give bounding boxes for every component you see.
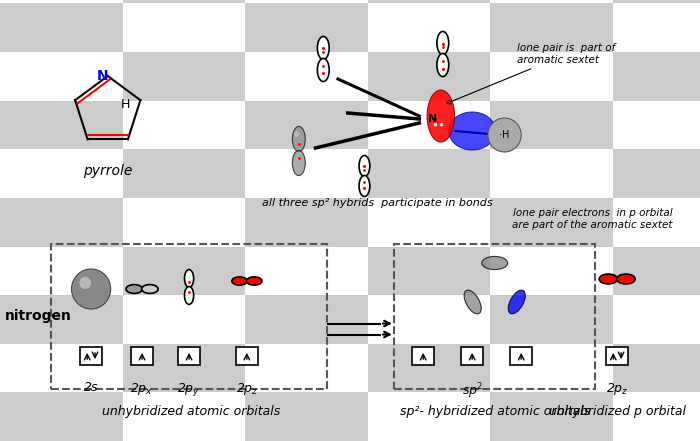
Ellipse shape: [185, 287, 194, 304]
Text: 2$p_z$: 2$p_z$: [236, 381, 258, 397]
Text: N: N: [428, 114, 438, 124]
Ellipse shape: [293, 127, 305, 152]
Bar: [132, 347, 153, 365]
Circle shape: [488, 118, 522, 152]
Text: N: N: [97, 69, 108, 83]
Ellipse shape: [359, 156, 370, 176]
Ellipse shape: [317, 59, 329, 82]
Ellipse shape: [185, 269, 194, 288]
Bar: [412, 347, 434, 365]
Text: nitrogen: nitrogen: [5, 309, 72, 323]
Bar: [51, 244, 327, 389]
Text: unhybridized atomic orbitals: unhybridized atomic orbitals: [102, 404, 280, 418]
Ellipse shape: [437, 53, 449, 77]
Ellipse shape: [617, 274, 635, 284]
Text: 2$s$: 2$s$: [83, 381, 99, 394]
Text: sp²- hybridized atomic orbitals: sp²- hybridized atomic orbitals: [400, 404, 590, 418]
Ellipse shape: [427, 90, 454, 142]
Text: lone pair electrons  in p orbital
are part of the aromatic sextet: lone pair electrons in p orbital are par…: [512, 208, 673, 230]
Bar: [606, 347, 628, 365]
Text: 2$p_z$: 2$p_z$: [606, 381, 629, 397]
Bar: [461, 347, 483, 365]
Text: ·H: ·H: [499, 130, 510, 140]
Ellipse shape: [482, 256, 508, 269]
Ellipse shape: [599, 274, 617, 284]
Text: sp$^2$: sp$^2$: [461, 381, 483, 400]
Ellipse shape: [449, 112, 496, 150]
Circle shape: [79, 277, 91, 289]
Ellipse shape: [293, 150, 305, 176]
Ellipse shape: [317, 37, 329, 60]
Ellipse shape: [232, 277, 247, 285]
Bar: [394, 244, 594, 389]
Text: unhybridized p orbital: unhybridized p orbital: [549, 404, 686, 418]
Bar: [178, 347, 199, 365]
Ellipse shape: [294, 131, 299, 137]
Text: lone pair is  part of
aromatic sextet: lone pair is part of aromatic sextet: [447, 43, 615, 104]
Text: all three sp² hybrids  participate in bonds: all three sp² hybrids participate in bon…: [262, 198, 493, 208]
Bar: [236, 347, 258, 365]
Ellipse shape: [246, 277, 262, 285]
Ellipse shape: [464, 290, 481, 314]
Ellipse shape: [126, 284, 142, 293]
Text: pyrrole: pyrrole: [83, 164, 132, 178]
Ellipse shape: [508, 290, 525, 314]
Bar: [80, 347, 102, 365]
Text: H: H: [120, 97, 130, 111]
Text: 2$p_y$: 2$p_y$: [178, 381, 201, 398]
Circle shape: [71, 269, 111, 309]
Ellipse shape: [437, 31, 449, 55]
Ellipse shape: [359, 176, 370, 197]
Ellipse shape: [141, 284, 158, 293]
Bar: [510, 347, 532, 365]
Text: 2$p_x$: 2$p_x$: [130, 381, 153, 397]
